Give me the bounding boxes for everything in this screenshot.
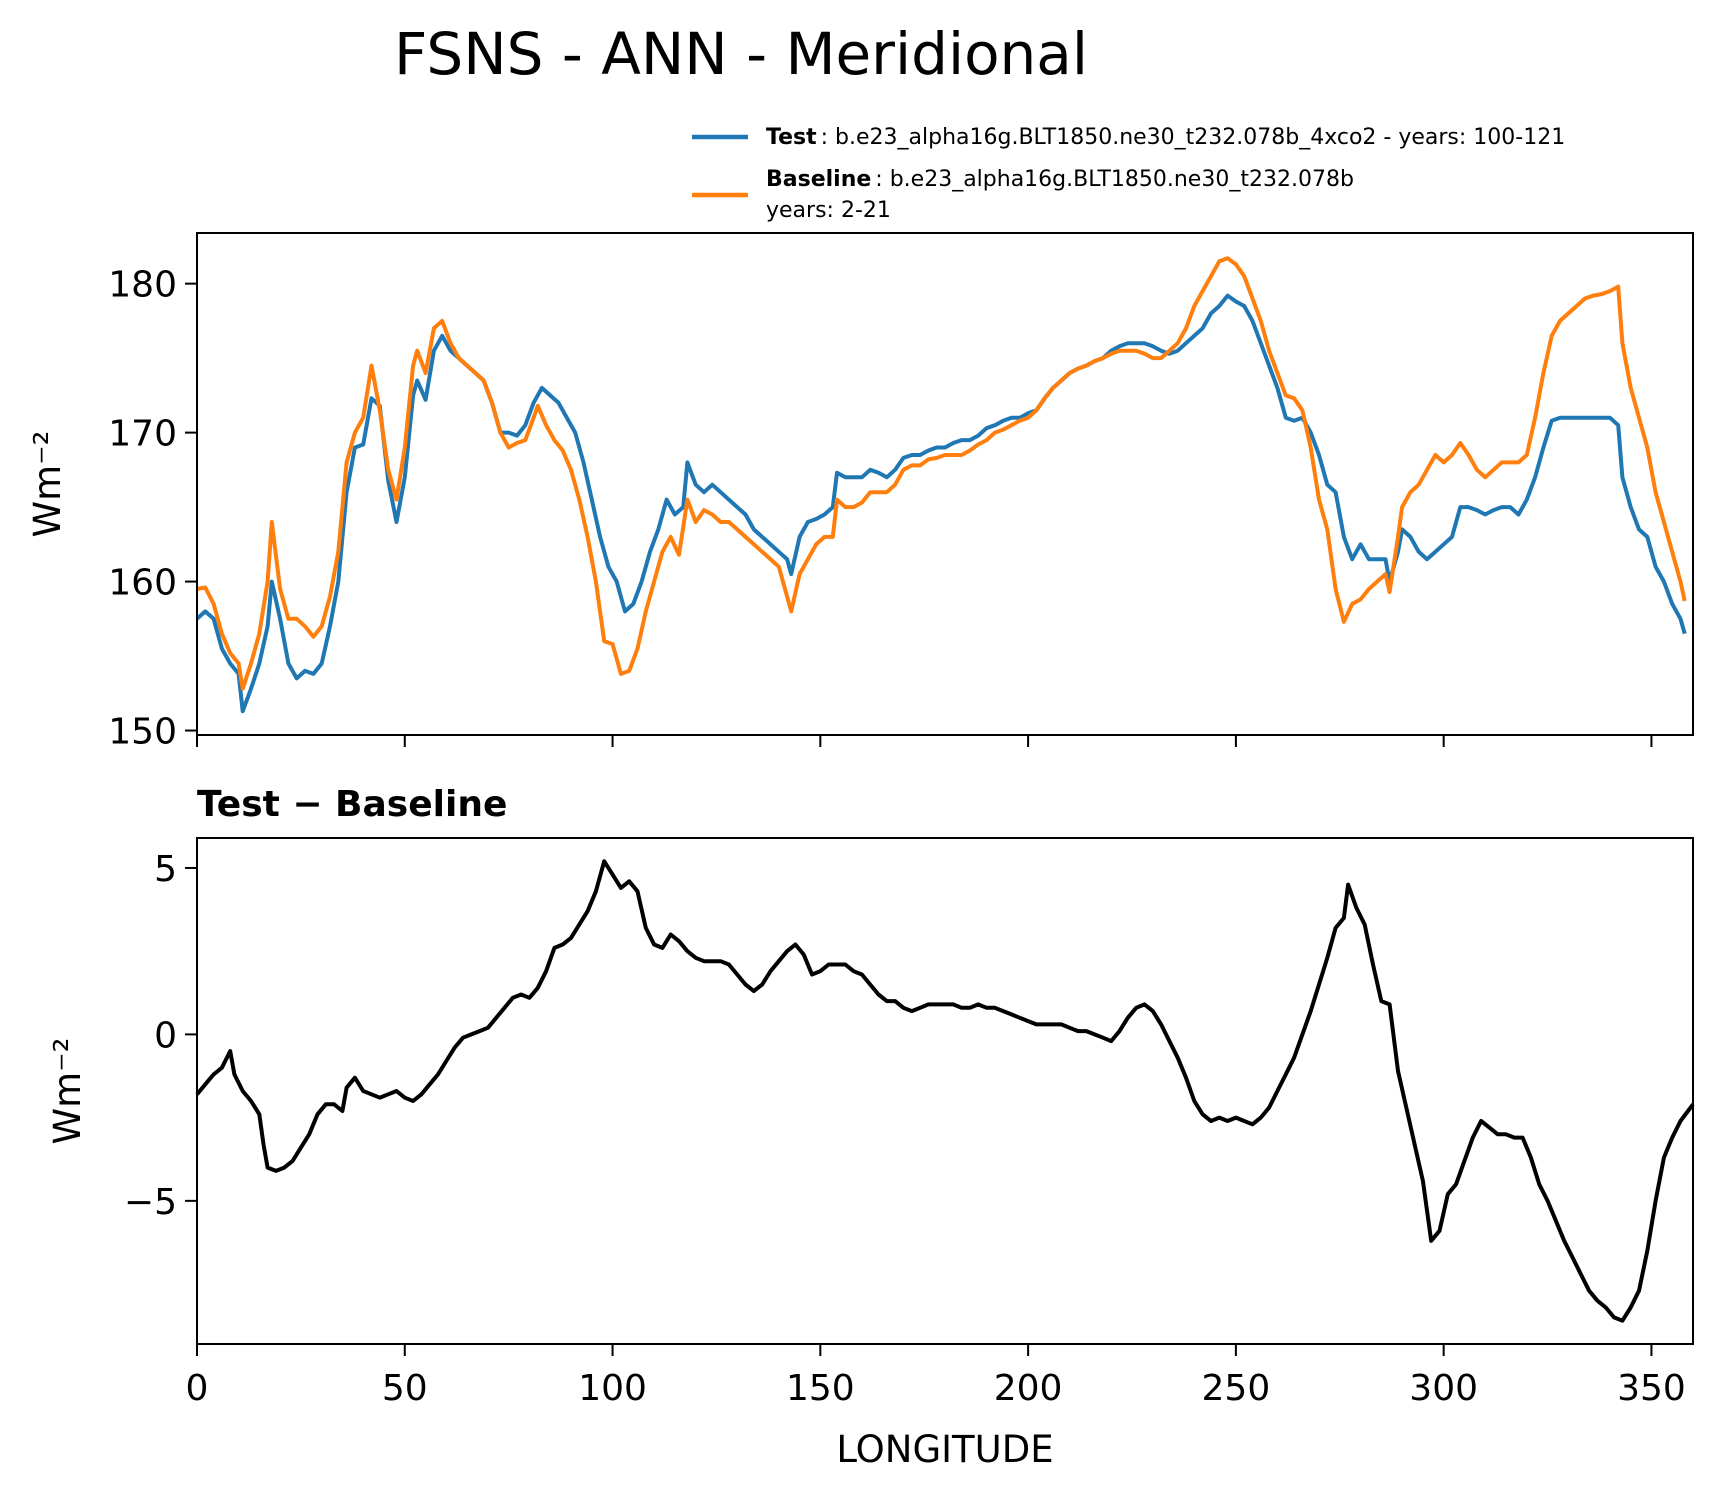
top-series-line-baseline (196, 256, 1687, 691)
top-y-ticks: 150 160 170 180 (108, 265, 197, 753)
top-y-tick-label: 170 (108, 414, 177, 455)
bottom-x-tick-label: 0 (186, 1368, 209, 1409)
legend: Test: b.e23_alpha16g.BLT1850.ne30_t232.0… (692, 125, 1565, 223)
bottom-y-tick-label: 5 (154, 849, 177, 890)
bottom-x-tick-label: 50 (382, 1368, 428, 1409)
legend-test-name: Test (766, 125, 817, 150)
bottom-x-tick-label: 250 (1202, 1368, 1271, 1409)
top-series-group (195, 256, 1687, 714)
top-y-tick-label: 150 (108, 712, 177, 753)
bottom-axes-frame (196, 837, 1694, 1345)
bottom-x-tick-label: 300 (1409, 1368, 1478, 1409)
bottom-panel: Test − Baseline −5 0 5 0 50 100 150 200 250 300 3… (46, 784, 1695, 1471)
legend-entry-test: Test: b.e23_alpha16g.BLT1850.ne30_t232.0… (766, 125, 1565, 150)
bottom-x-tick-label: 100 (578, 1368, 647, 1409)
bottom-x-ticks: 0 50 100 150 200 250 300 350 (186, 1344, 1686, 1409)
top-axes-frame (196, 232, 1694, 736)
top-y-tick-label: 160 (108, 563, 177, 604)
legend-baseline-text: : b.e23_alpha16g.BLT1850.ne30_t232.078b (875, 167, 1354, 192)
bottom-panel-title: Test − Baseline (197, 784, 507, 825)
x-axis-label: LONGITUDE (836, 1428, 1053, 1471)
legend-entry-baseline: Baseline: b.e23_alpha16g.BLT1850.ne30_t2… (766, 167, 1354, 192)
bottom-y-ticks: −5 0 5 (124, 849, 197, 1223)
bottom-x-tick-label: 150 (786, 1368, 855, 1409)
figure-title: FSNS - ANN - Meridional (394, 20, 1088, 88)
top-y-axis-label: Wm⁻² (26, 431, 69, 538)
legend-baseline-name: Baseline (766, 167, 871, 192)
bottom-y-axis-label: Wm⁻² (46, 1038, 89, 1145)
legend-test-text: : b.e23_alpha16g.BLT1850.ne30_t232.078b_… (821, 125, 1566, 150)
bottom-x-tick-label: 200 (994, 1368, 1063, 1409)
bottom-x-tick-label: 350 (1617, 1368, 1686, 1409)
bottom-series-line-difference (195, 859, 1695, 1323)
top-x-ticks (196, 735, 1653, 747)
bottom-y-tick-label: −5 (124, 1182, 177, 1223)
legend-baseline-years: years: 2-21 (766, 198, 891, 223)
bottom-series-group (195, 859, 1695, 1323)
top-y-tick-label: 180 (108, 265, 177, 306)
bottom-y-tick-label: 0 (154, 1015, 177, 1056)
top-series-line-test (195, 293, 1687, 714)
top-panel: 150 160 170 180 Wm⁻² (26, 232, 1694, 753)
